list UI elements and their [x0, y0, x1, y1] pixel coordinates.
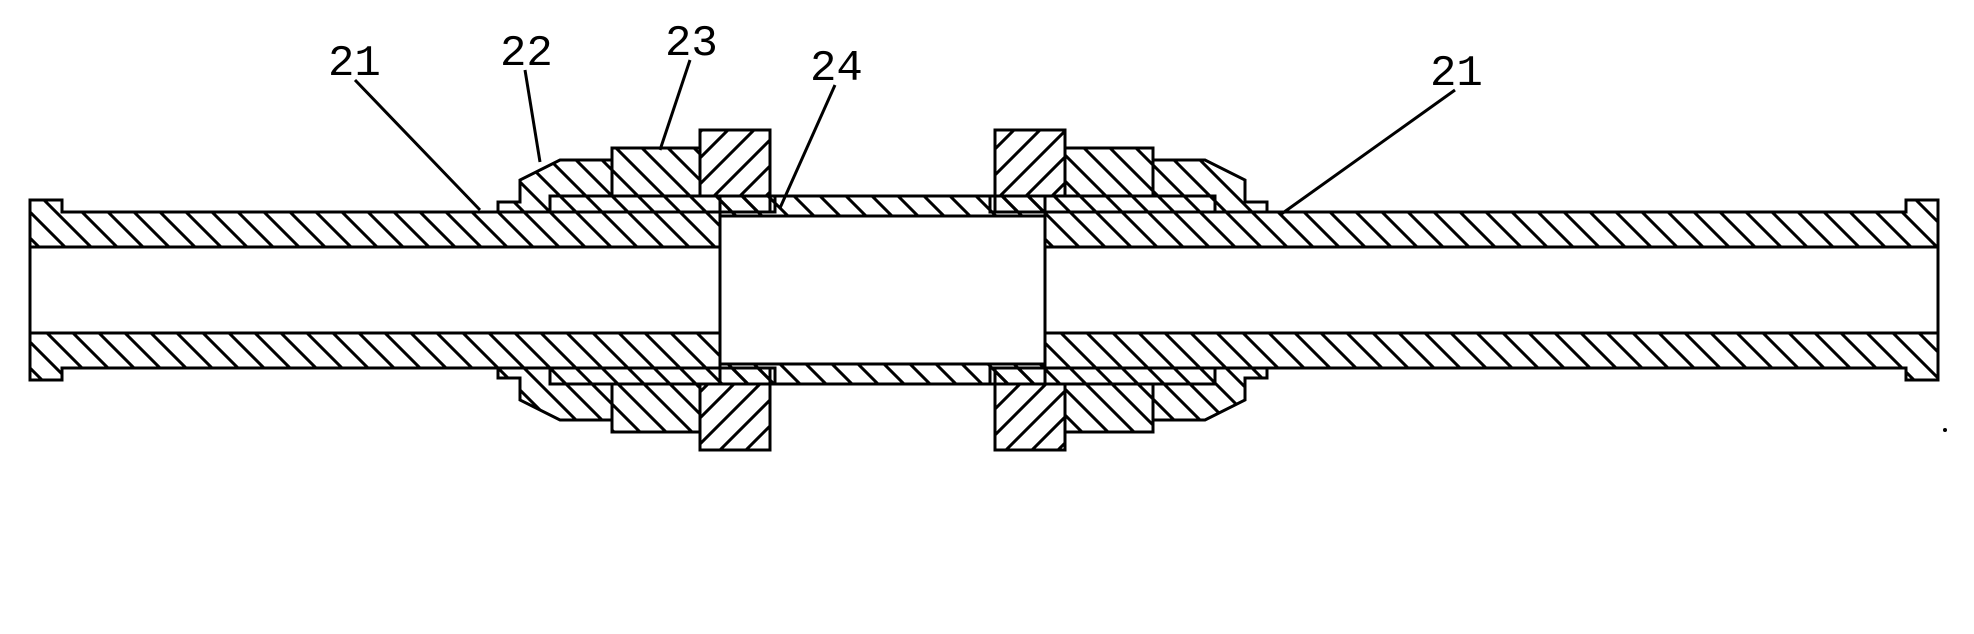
- label-24: 24: [810, 44, 863, 94]
- label-23: 23: [665, 19, 718, 69]
- label-21-right: 21: [1430, 49, 1483, 99]
- label-21-left: 21: [328, 39, 381, 89]
- label-22: 22: [500, 29, 553, 79]
